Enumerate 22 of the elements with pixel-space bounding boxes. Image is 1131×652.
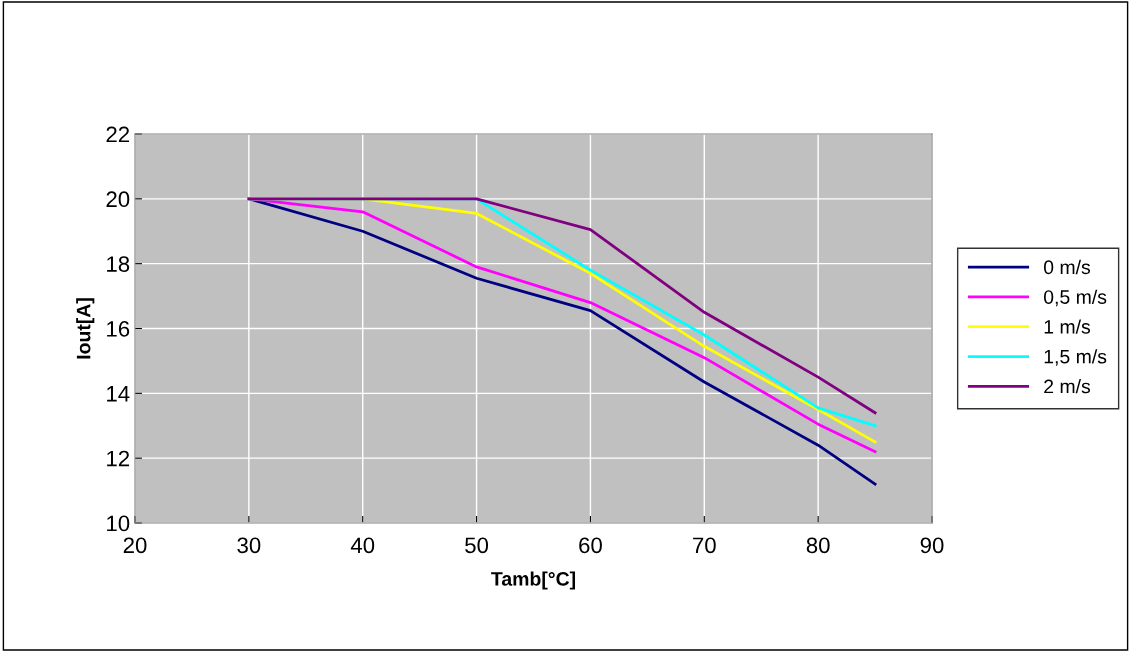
x-tick-label: 40 [350, 537, 375, 554]
x-tick-label: 80 [806, 537, 830, 554]
y-tick-label: 22 [106, 126, 130, 143]
legend-label: 0,5 m/s [1043, 289, 1107, 307]
legend-label: 0 m/s [1043, 259, 1091, 275]
x-tick-label: 20 [123, 537, 147, 554]
y-tick-label: 18 [107, 256, 130, 272]
x-tick-label: 30 [237, 537, 261, 554]
y-tick-label: 20 [106, 191, 130, 208]
x-axis-title: Tamb[°C] [491, 571, 576, 590]
x-tick-label: 50 [465, 537, 489, 554]
y-tick-label: 14 [107, 386, 130, 402]
legend-label: 1,5 m/s [1044, 349, 1107, 366]
legend-label: 1 m/s [1044, 319, 1091, 334]
legend-label: 2 m/s [1044, 379, 1091, 394]
y-axis-title: Iout[A] [76, 298, 95, 359]
y-tick-label: 10 [107, 515, 130, 532]
x-tick-label: 90 [920, 537, 944, 554]
y-tick-label: 12 [107, 450, 130, 467]
y-tick-label: 16 [107, 321, 130, 337]
x-tick-label: 70 [693, 537, 716, 554]
x-tick-label: 60 [579, 537, 602, 554]
